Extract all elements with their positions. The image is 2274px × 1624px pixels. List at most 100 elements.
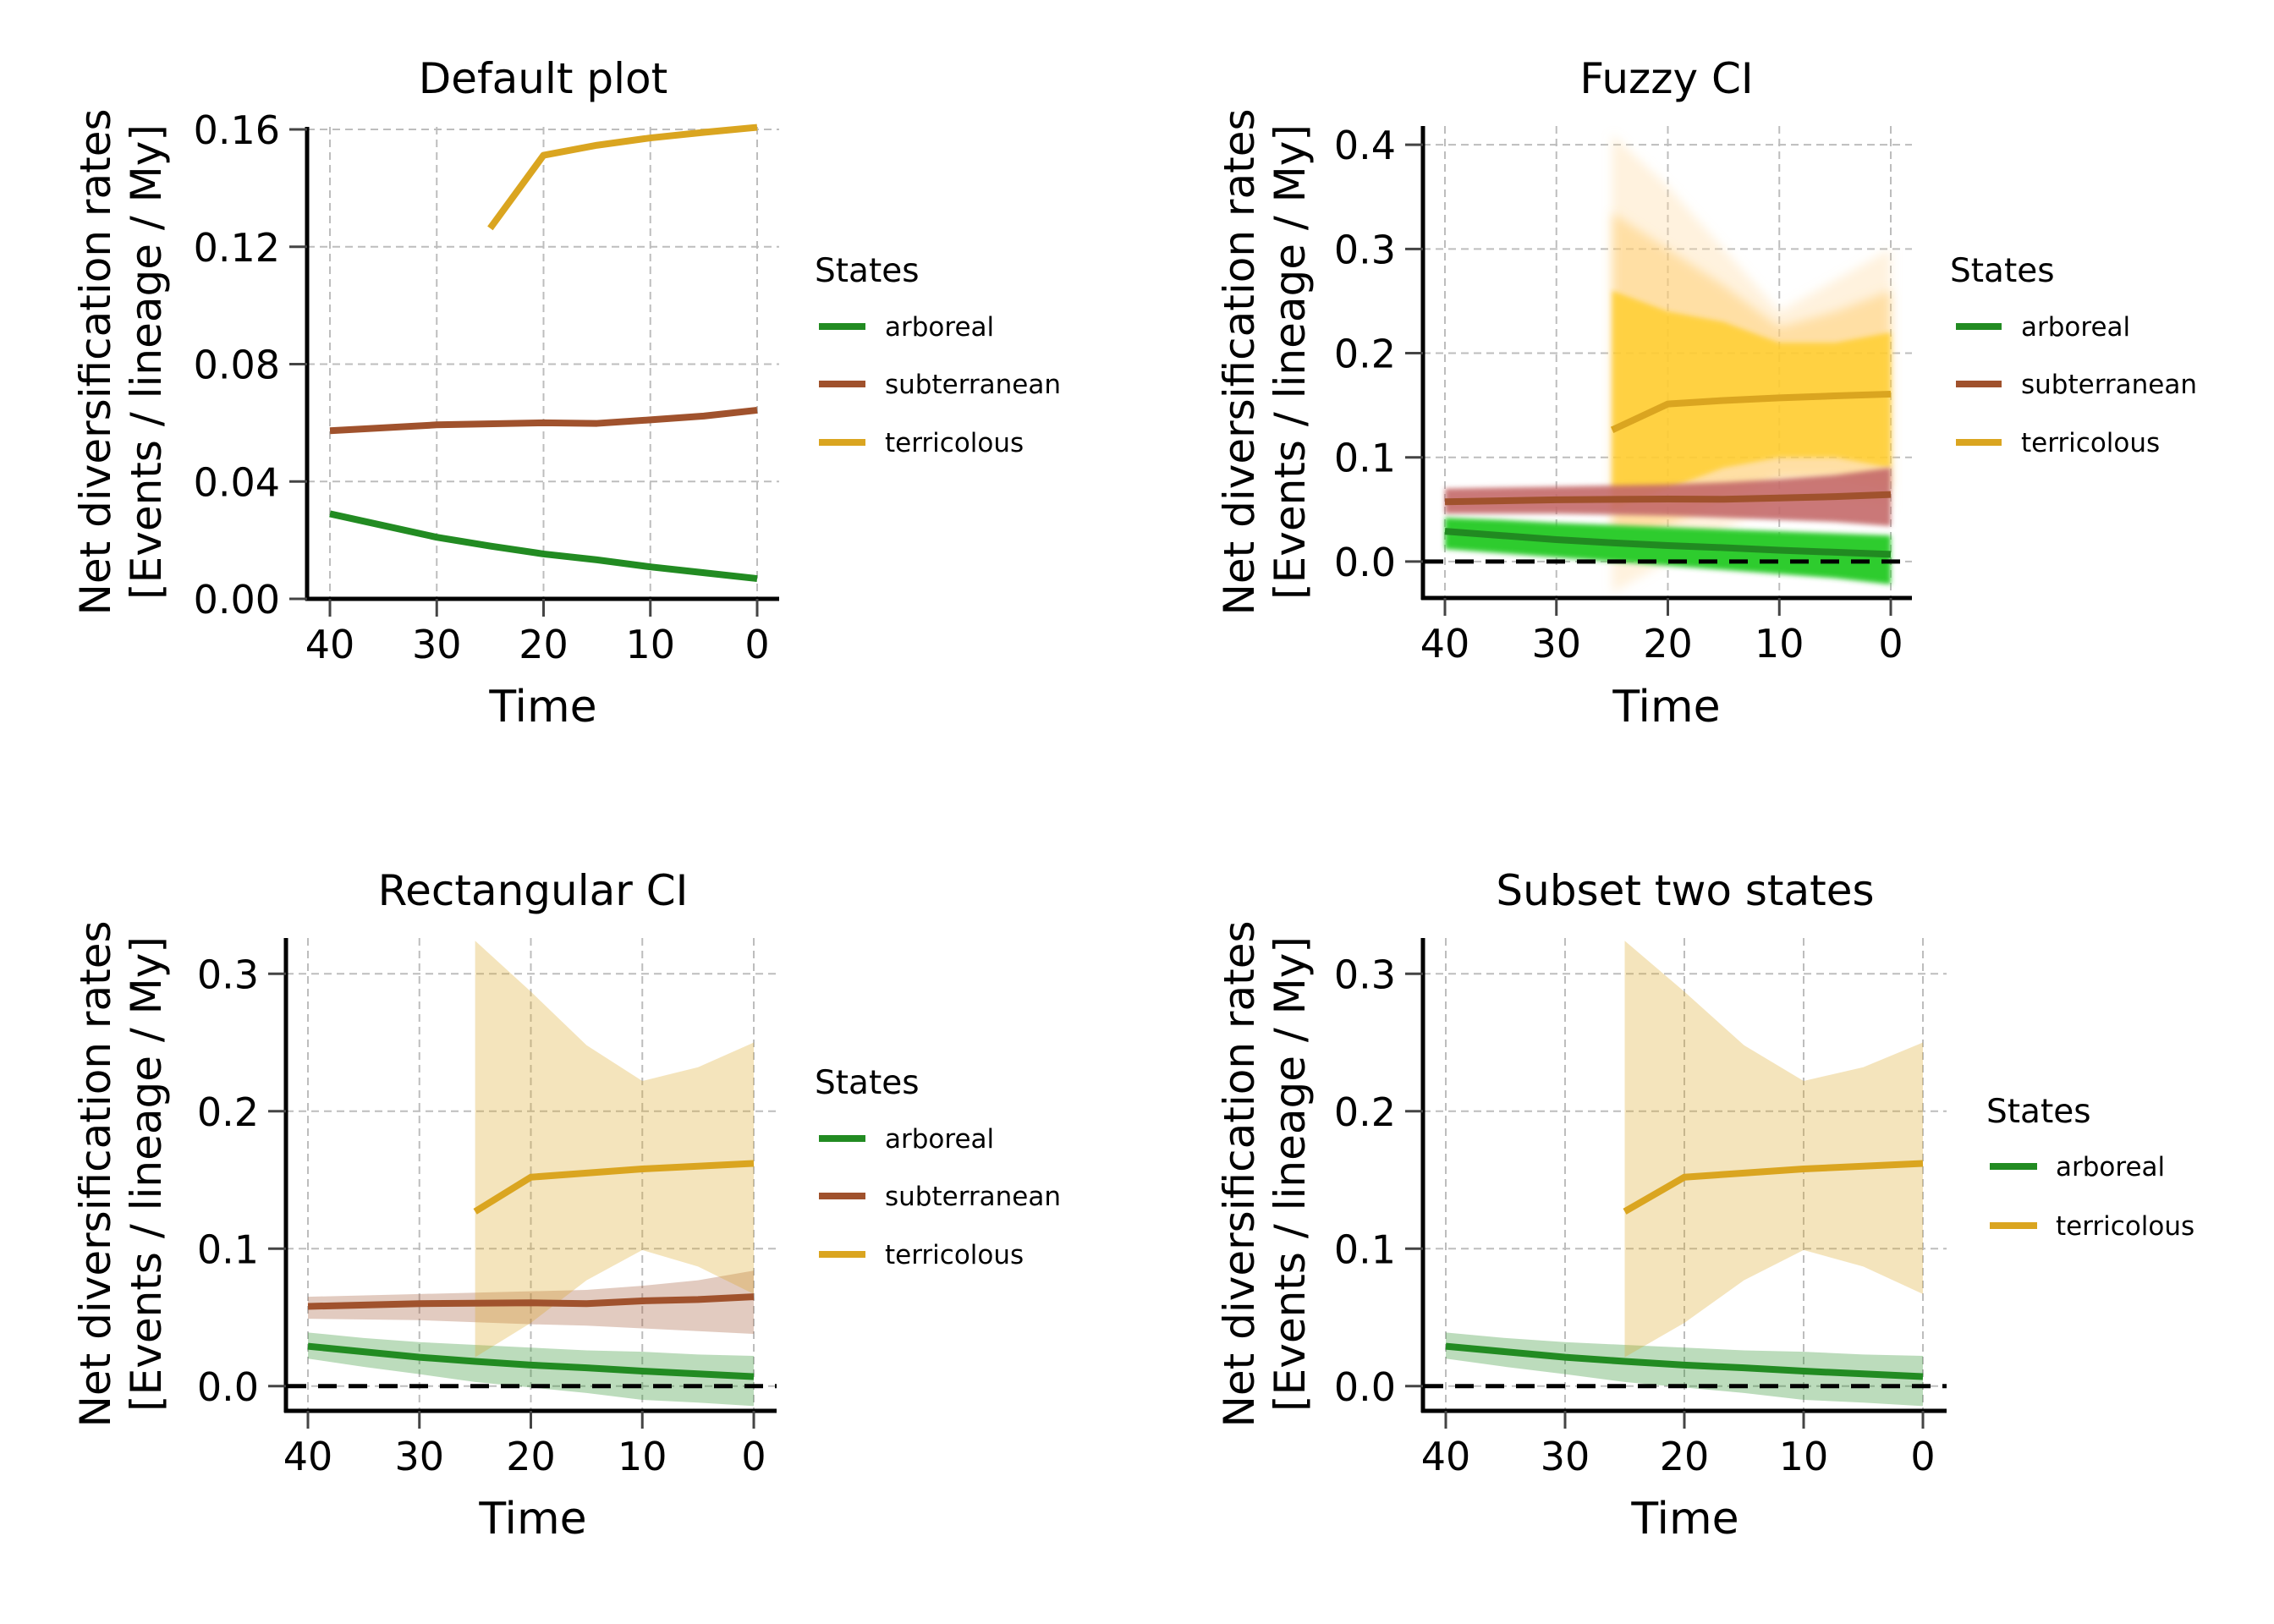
x-tick-label: 10 [1755,621,1804,667]
panel-fuzzy-ci: Fuzzy CI Net diversification rates [Even… [1215,54,2197,732]
y-tick-label: 0.08 [194,343,280,388]
y-axis-label-line-2: [Events / lineage / My] [122,124,171,600]
x-axis-label: Time [488,682,596,732]
x-axis-label: Time [478,1494,586,1544]
legend-label-subterranean: subterranean [885,370,1061,400]
y-axis-label-line-1: Net diversification rates [1215,920,1264,1427]
x-tick-label: 40 [1420,621,1470,667]
series-line-arboreal [329,510,758,583]
x-tick-label: 30 [412,622,462,667]
y-tick-label: 0.1 [1334,436,1396,481]
y-tick-label: 0.16 [194,107,280,153]
x-tick-label: 40 [283,1434,333,1479]
legend-title: States [1950,252,2055,290]
panel-default-plot: Default plot Net diversification rates [… [71,54,1061,732]
ci-band-terricolous [475,941,754,1358]
fuzzy-band [1445,518,1891,584]
fuzzy-ci-arboreal [1445,518,1891,584]
x-tick-label: 30 [1541,1434,1590,1479]
legend-title: States [815,1064,920,1102]
x-tick-label: 20 [1643,621,1693,667]
legend-label-arboreal: arboreal [2056,1152,2165,1182]
x-tick-label: 0 [1878,621,1903,667]
x-tick-label: 40 [305,622,355,667]
y-axis-label-line-1: Net diversification rates [1215,108,1264,615]
x-tick-label: 10 [618,1434,667,1479]
y-tick-label: 0.3 [1334,952,1396,997]
panel-title: Fuzzy CI [1579,54,1753,103]
x-tick-label: 30 [1531,621,1581,667]
legend-label-terricolous: terricolous [2056,1211,2194,1242]
series-line-arboreal [1444,528,1892,558]
y-tick-label: 0.2 [1334,1089,1396,1135]
y-tick-label: 0.04 [194,459,280,505]
x-tick-label: 0 [1910,1434,1935,1479]
x-tick-label: 20 [1660,1434,1710,1479]
y-tick-label: 0.00 [194,577,280,623]
y-tick-label: 0.0 [1334,1364,1396,1410]
series-line-terricolous [487,123,758,231]
legend-label-arboreal: arboreal [2021,312,2130,343]
plot-area: 40 30 20 10 0 0.00 0.04 0.08 0.12 0.16 [194,107,779,667]
legend-title: States [815,252,920,290]
legend-label-subterranean: subterranean [885,1182,1061,1212]
panel-rectangular-ci: Rectangular CI Net diversification rates… [71,866,1061,1544]
y-axis-label-line-2: [Events / lineage / My] [1266,124,1315,600]
x-tick-label: 20 [519,622,568,667]
panel-title: Subset two states [1496,866,1874,915]
y-axis-label-line-2: [Events / lineage / My] [122,936,171,1412]
ci-band-terricolous [1624,941,1923,1358]
legend-title: States [1986,1093,2091,1131]
y-tick-label: 0.12 [194,225,280,271]
panel-title: Default plot [419,54,667,103]
panel-subset-two-states: Subset two states Net diversification ra… [1215,866,2194,1544]
legend-label-arboreal: arboreal [885,1124,994,1155]
x-tick-label: 30 [394,1434,444,1479]
series-line-arboreal [1445,1342,1924,1380]
series-line-terricolous [1623,1160,1924,1215]
legend-label-terricolous: terricolous [885,428,1024,458]
ci-band-arboreal [308,1332,754,1407]
plot-area: 40 30 20 10 0 0.0 0.1 0.2 0.3 0.4 [1334,123,1912,667]
y-tick-label: 0.2 [197,1089,259,1135]
legend-label-terricolous: terricolous [2021,428,2160,458]
x-tick-label: 10 [625,622,675,667]
legend-label-terricolous: terricolous [885,1240,1024,1270]
panel-title: Rectangular CI [378,866,689,915]
y-tick-label: 0.1 [1334,1226,1396,1272]
legend: States arboreal terricolous [1986,1093,2194,1242]
x-axis-label: Time [1612,682,1720,732]
series-line-arboreal [307,1342,755,1380]
series-line-subterranean [307,1293,755,1310]
legend: States arboreal subterranean terricolous [815,1064,1061,1270]
x-tick-label: 40 [1421,1434,1471,1479]
plot-area: 40 30 20 10 0 0.0 0.1 0.2 0.3 [197,938,777,1479]
legend-label-subterranean: subterranean [2021,370,2197,400]
y-axis-label-line-1: Net diversification rates [71,108,120,615]
y-axis-label-line-2: [Events / lineage / My] [1266,936,1315,1412]
plot-area: 40 30 20 10 0 0.0 0.1 0.2 0.3 [1334,938,1947,1479]
legend-label-arboreal: arboreal [885,312,994,343]
x-tick-label: 20 [506,1434,556,1479]
y-tick-label: 0.1 [197,1226,259,1272]
x-tick-label: 0 [744,622,769,667]
x-axis-label: Time [1630,1494,1738,1544]
series-line-subterranean [329,406,758,435]
fuzzy-ci-terricolous [1612,134,1891,593]
y-tick-label: 0.3 [197,952,259,997]
series-line-subterranean [1444,491,1892,506]
legend: States arboreal subterranean terricolous [1950,252,2197,458]
series-line-terricolous [473,1160,755,1215]
y-tick-label: 0.2 [1334,332,1396,377]
y-tick-label: 0.0 [197,1364,259,1410]
y-axis-label-line-1: Net diversification rates [71,920,120,1427]
y-tick-label: 0.4 [1334,123,1396,168]
x-tick-label: 10 [1779,1434,1829,1479]
y-tick-label: 0.0 [1334,540,1396,585]
legend: States arboreal subterranean terricolous [815,252,1061,458]
x-tick-label: 0 [741,1434,766,1479]
y-tick-label: 0.3 [1334,227,1396,272]
series-line-terricolous [1610,390,1892,433]
